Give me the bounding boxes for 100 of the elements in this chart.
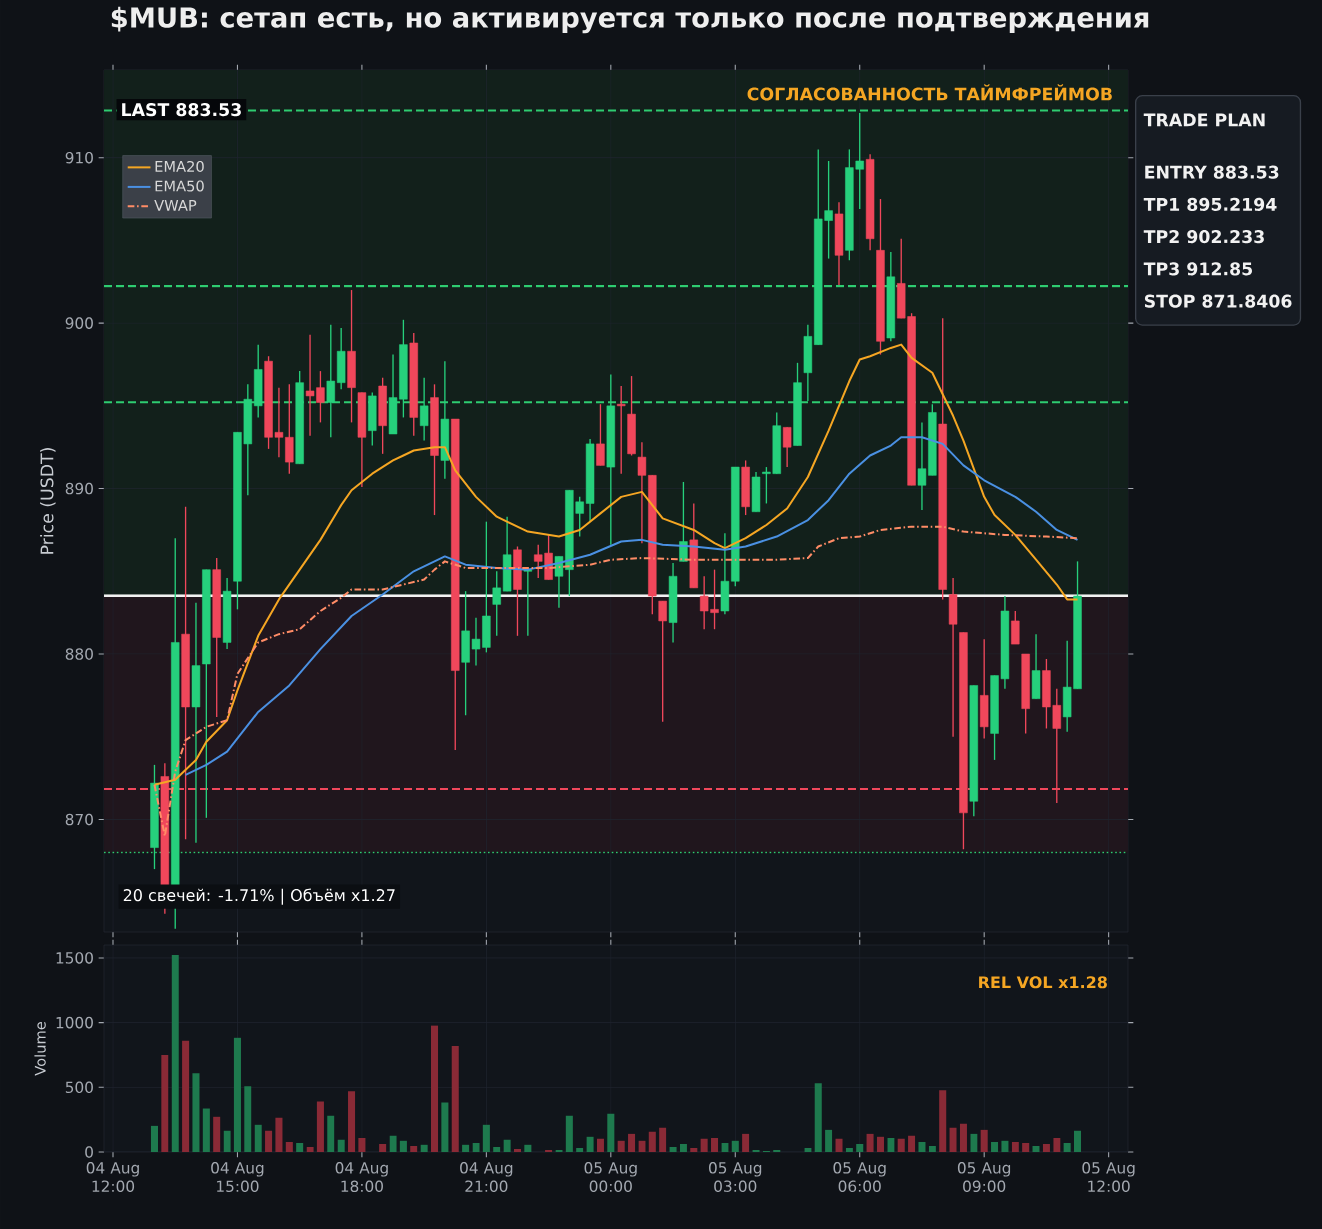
candlestick	[782, 426, 792, 468]
y-tick-label: 880	[65, 648, 93, 660]
bar	[897, 1138, 905, 1152]
bar	[192, 1073, 200, 1152]
bar	[462, 1144, 470, 1152]
bar	[835, 1138, 843, 1152]
bar	[565, 1115, 573, 1152]
y-tick-label: 910	[65, 151, 93, 164]
annotation: СОГЛАСОВАННОСТЬ ТАЙМФРЕЙМОВ	[747, 84, 1112, 101]
x-tick-label: 04 Aug 18:00	[335, 1162, 388, 1193]
bar	[711, 1137, 719, 1152]
legend-label: VWAP	[154, 200, 197, 211]
y-axis-title: Price (USDT)	[40, 448, 56, 554]
bar	[690, 1147, 698, 1152]
bar	[327, 1115, 335, 1152]
bar	[980, 1129, 988, 1152]
bar	[213, 1116, 221, 1152]
bar	[399, 1140, 407, 1152]
x-tick-label: 05 Aug 09:00	[957, 1162, 1011, 1193]
bar	[928, 1145, 936, 1152]
x-tick-label: 05 Aug 06:00	[833, 1162, 886, 1193]
bar	[939, 1090, 947, 1152]
bar	[358, 1137, 366, 1152]
bar	[441, 1102, 449, 1152]
x-tick-label: 05 Aug 03:00	[709, 1162, 762, 1193]
x-tick-label: 05 Aug 00:00	[584, 1162, 637, 1193]
bar	[296, 1142, 304, 1152]
bar	[348, 1091, 356, 1152]
bar	[337, 1139, 345, 1152]
bar	[545, 1149, 553, 1152]
bar	[150, 1125, 159, 1152]
bar	[991, 1141, 999, 1152]
annotation: 20 свечей: -1.71% | Объём x1.27	[123, 888, 395, 905]
bar	[731, 1140, 739, 1152]
bar	[223, 1130, 231, 1152]
bar	[876, 1136, 884, 1152]
bar	[265, 1130, 273, 1152]
bar	[451, 1045, 459, 1152]
y-tick-label: 1000	[56, 1016, 93, 1029]
bar	[524, 1144, 532, 1152]
x-tick-label: 04 Aug 21:00	[460, 1162, 513, 1193]
bar	[1063, 1142, 1071, 1152]
y-tick-label: 890	[65, 482, 93, 495]
bar	[306, 1146, 314, 1152]
bar	[628, 1133, 636, 1152]
bar	[576, 1147, 584, 1152]
x-tick-label: 04 Aug 12:00	[86, 1162, 139, 1193]
candlestick	[596, 403, 605, 467]
bar	[410, 1145, 418, 1152]
y-axis-title: Volume	[34, 1021, 46, 1076]
bar	[472, 1142, 480, 1152]
bar	[1022, 1142, 1030, 1152]
bar	[773, 1149, 781, 1152]
bar	[659, 1127, 667, 1152]
bar	[856, 1143, 864, 1152]
bar	[254, 1124, 262, 1152]
y-tick-label: 870	[65, 813, 93, 826]
bar	[908, 1135, 916, 1152]
chart-title: $MUB: сетап есть, но активируется только после подтверждения	[111, 6, 1149, 34]
bar	[669, 1146, 677, 1152]
bar	[752, 1149, 760, 1152]
candlestick	[1011, 610, 1020, 645]
text: TP1 895.2194	[1143, 197, 1277, 211]
bar	[244, 1086, 252, 1152]
bar	[430, 1025, 439, 1152]
text: TP3 912.85	[1143, 262, 1252, 276]
y-tick-label: 0	[85, 1146, 93, 1158]
text: ENTRY 883.53	[1145, 165, 1279, 179]
candlestick	[616, 385, 626, 475]
bar	[379, 1143, 387, 1152]
bar	[959, 1123, 967, 1152]
bar	[596, 1138, 604, 1152]
bar	[845, 1147, 853, 1152]
candlestick	[492, 570, 501, 637]
bar	[1011, 1141, 1019, 1152]
text: TRADE PLAN	[1143, 113, 1265, 127]
bar	[161, 1054, 169, 1152]
bar	[420, 1144, 428, 1152]
bar	[1074, 1130, 1082, 1152]
text: TP2 902.233	[1143, 230, 1264, 244]
x-tick-label: 05 Aug 12:00	[1082, 1162, 1135, 1193]
bar	[171, 954, 179, 1152]
candlestick	[679, 481, 688, 563]
bar	[513, 1149, 521, 1152]
candlestick	[658, 600, 667, 723]
y-tick-label: 500	[65, 1081, 93, 1094]
bar	[389, 1135, 397, 1152]
annotation: LAST 883.53	[122, 103, 241, 117]
bar	[503, 1139, 511, 1152]
bar	[493, 1146, 501, 1152]
bar	[742, 1133, 750, 1152]
bar	[607, 1113, 615, 1152]
bar	[316, 1101, 324, 1152]
bar	[482, 1124, 490, 1152]
bar	[825, 1129, 833, 1152]
bar	[285, 1141, 293, 1152]
bar	[1042, 1143, 1050, 1152]
bar	[233, 1037, 241, 1152]
annotation: REL VOL x1.28	[979, 976, 1107, 989]
y-tick-label: 900	[65, 317, 93, 329]
